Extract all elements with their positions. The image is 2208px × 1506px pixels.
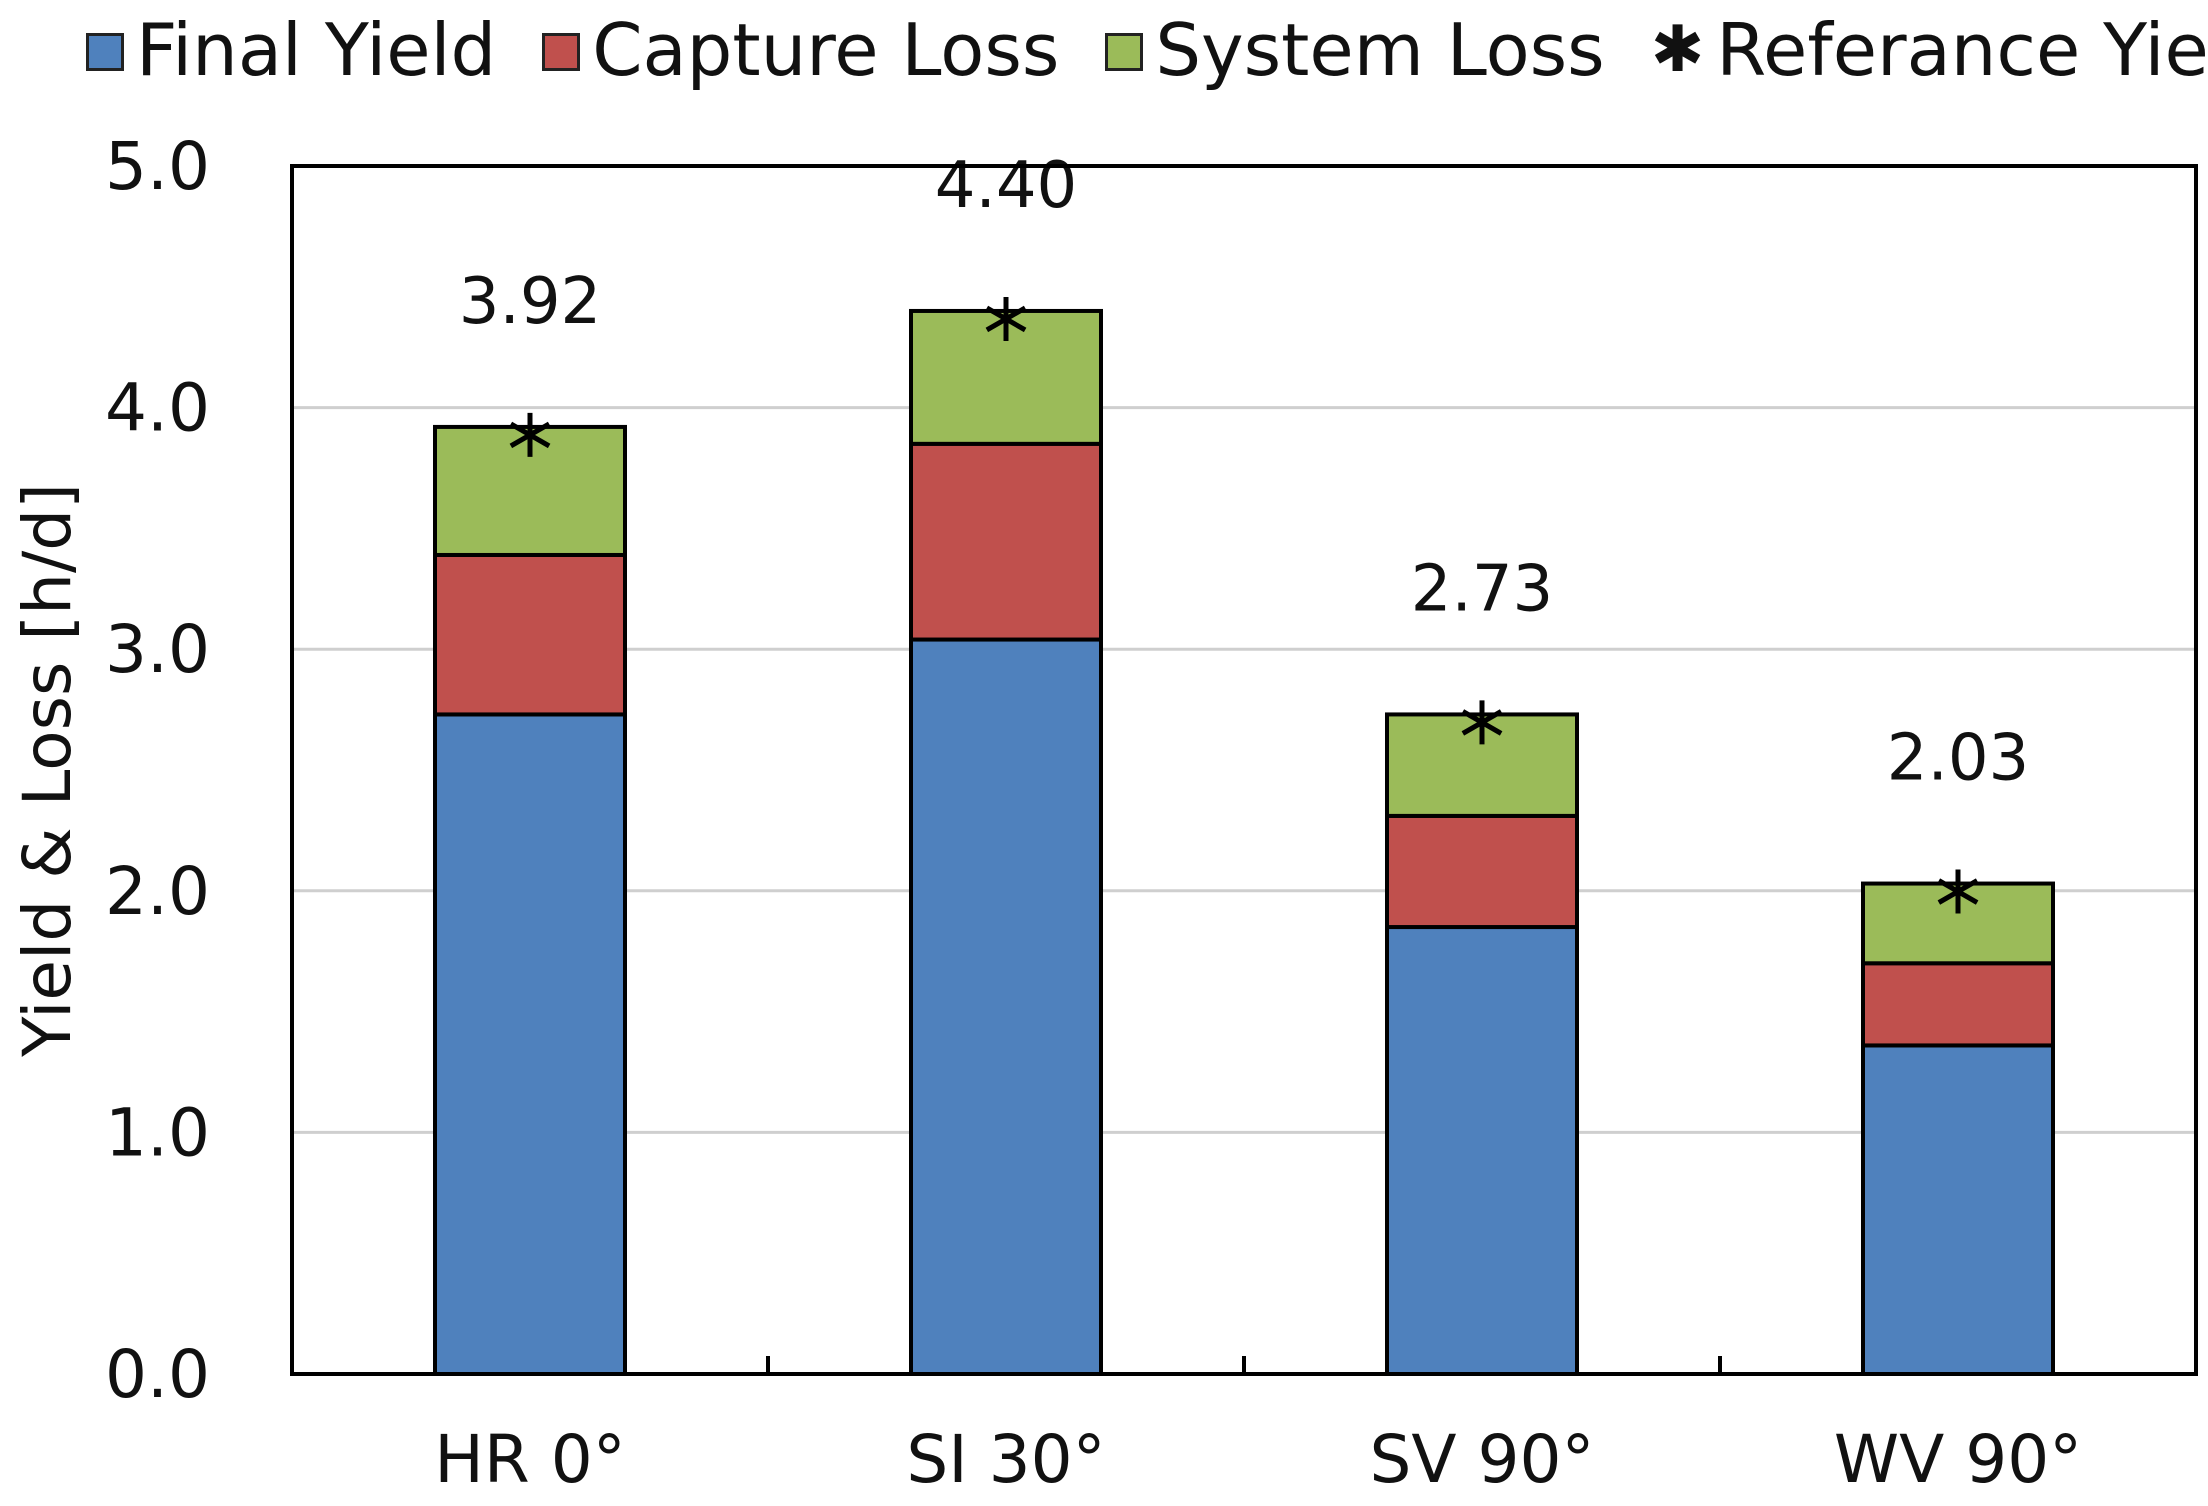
x-axis-ticks — [766, 1356, 1722, 1374]
bar-capture-loss — [1861, 961, 2055, 1048]
data-label: 2.03 — [1887, 722, 2030, 796]
asterisk-stroke — [1461, 709, 1503, 736]
legend-item-final-yield: Final Yield — [86, 8, 496, 92]
y-tick-label: 3.0 — [105, 611, 210, 688]
y-axis-label: Yield & Loss [h/d] — [9, 483, 86, 1058]
legend-label-reference-yield: Referance Yield — [1716, 8, 2208, 92]
legend-item-reference-yield: ✱ Referance Yield — [1651, 8, 2208, 92]
data-label: 4.40 — [935, 149, 1078, 223]
y-tick-label: 5.0 — [105, 128, 210, 205]
bars — [433, 308, 2055, 1376]
x-tick-label: SV 90° — [1369, 1421, 1594, 1498]
asterisk-icon: ✱ — [1650, 13, 1705, 87]
x-tick-label: HR 0° — [434, 1421, 625, 1498]
y-tick-label: 4.0 — [105, 370, 210, 447]
x-axis-tick-labels: HR 0° SI 30° SV 90° WV 90° — [434, 1421, 2082, 1498]
y-tick-label: 0.0 — [105, 1336, 210, 1413]
bar-final-yield — [433, 712, 627, 1376]
data-label: 2.73 — [1411, 552, 1554, 626]
bar-final-yield — [1385, 925, 1579, 1376]
legend-swatch-capture-loss — [542, 33, 581, 71]
reference-yield-marker — [985, 296, 1027, 341]
reference-yield-marker — [509, 412, 551, 457]
legend: Final Yield Capture Loss System Loss ✱ R… — [86, 8, 2208, 92]
reference-yield-marker — [1461, 700, 1503, 745]
bar-capture-loss — [433, 552, 627, 717]
legend-label-system-loss: System Loss — [1155, 8, 1605, 92]
bar-final-yield — [1861, 1043, 2055, 1376]
asterisk-stroke — [509, 421, 551, 449]
data-labels: 3.92 4.40 2.73 2.03 — [459, 149, 2030, 796]
legend-label-final-yield: Final Yield — [136, 8, 497, 92]
bar-final-yield — [909, 637, 1103, 1376]
x-tick-label: WV 90° — [1834, 1421, 2082, 1498]
y-tick-label: 2.0 — [105, 853, 210, 930]
bar-capture-loss — [1385, 813, 1579, 930]
reference-markers — [509, 296, 1979, 914]
x-tick-label: SI 30° — [906, 1421, 1105, 1498]
legend-label-capture-loss: Capture Loss — [592, 8, 1060, 92]
data-label: 3.92 — [459, 265, 602, 339]
y-axis-tick-labels: 0.0 1.0 2.0 3.0 4.0 5.0 — [105, 128, 210, 1413]
y-tick-label: 1.0 — [105, 1094, 210, 1171]
bar-capture-loss — [909, 441, 1103, 642]
legend-swatch-final-yield — [86, 33, 124, 71]
asterisk-stroke — [985, 305, 1027, 333]
reference-yield-marker — [1937, 869, 1979, 914]
legend-item-system-loss: System Loss — [1105, 8, 1605, 92]
legend-item-capture-loss: Capture Loss — [542, 8, 1059, 92]
legend-swatch-system-loss — [1105, 33, 1144, 71]
asterisk-stroke — [1937, 878, 1979, 905]
